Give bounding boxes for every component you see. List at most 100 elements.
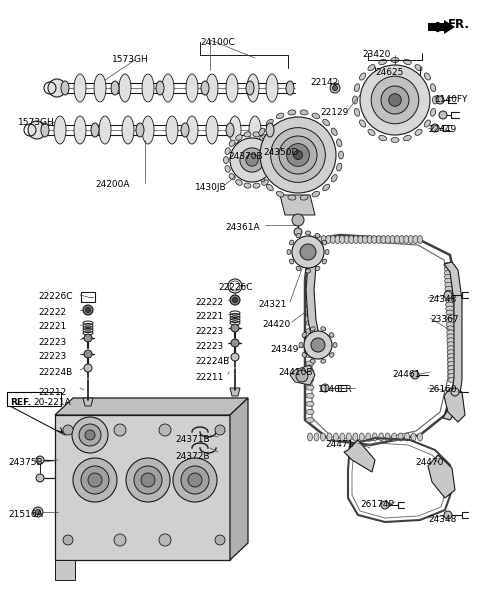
Ellipse shape [306,401,314,406]
Circle shape [444,511,452,519]
Ellipse shape [94,74,106,102]
Ellipse shape [447,334,455,339]
Circle shape [141,473,155,487]
Circle shape [381,86,409,114]
Ellipse shape [306,320,314,325]
Text: 22212: 22212 [38,388,66,397]
Circle shape [83,305,93,315]
Circle shape [85,430,95,440]
Ellipse shape [330,353,334,358]
Ellipse shape [362,235,368,243]
Text: 22222: 22222 [195,298,223,307]
Ellipse shape [276,192,284,197]
Circle shape [381,501,389,509]
Circle shape [330,83,340,93]
Text: 24371B: 24371B [175,435,210,444]
Ellipse shape [302,353,306,358]
Ellipse shape [226,123,234,137]
Text: 22223: 22223 [195,327,223,336]
Ellipse shape [447,338,455,343]
Polygon shape [290,365,315,385]
Ellipse shape [390,235,395,243]
Ellipse shape [288,110,296,115]
Circle shape [311,338,325,352]
Ellipse shape [424,73,431,80]
Polygon shape [344,440,375,472]
Ellipse shape [254,163,259,171]
Ellipse shape [447,350,455,354]
Ellipse shape [306,361,314,366]
Ellipse shape [398,433,403,441]
Ellipse shape [447,346,455,351]
Polygon shape [230,388,240,396]
Ellipse shape [269,174,275,180]
Ellipse shape [411,433,416,441]
Ellipse shape [308,433,312,441]
Ellipse shape [306,328,314,333]
Ellipse shape [225,165,230,172]
Text: 22224B: 22224B [38,368,72,377]
Circle shape [444,291,452,299]
Text: 24372B: 24372B [175,452,209,461]
Text: 24470: 24470 [415,458,444,467]
Ellipse shape [308,235,312,243]
Ellipse shape [236,135,242,140]
Ellipse shape [306,288,314,293]
Ellipse shape [162,74,174,102]
Ellipse shape [186,116,198,144]
Ellipse shape [74,116,86,144]
Ellipse shape [445,286,453,291]
Polygon shape [280,195,315,215]
Ellipse shape [395,235,399,243]
Ellipse shape [336,139,342,147]
Ellipse shape [119,74,131,102]
Ellipse shape [446,326,455,331]
Circle shape [231,324,239,332]
Circle shape [36,474,44,482]
Circle shape [451,388,459,396]
Ellipse shape [444,274,453,280]
Text: 22224B: 22224B [195,357,229,366]
Ellipse shape [300,110,308,115]
Ellipse shape [354,84,360,92]
Ellipse shape [54,116,66,144]
Circle shape [411,371,419,379]
Ellipse shape [224,156,228,164]
Polygon shape [428,23,445,31]
Polygon shape [444,388,465,422]
Ellipse shape [360,73,366,80]
Text: 26160: 26160 [428,385,456,394]
Text: 24348: 24348 [428,295,456,304]
Ellipse shape [288,195,296,200]
Ellipse shape [136,123,144,137]
Circle shape [231,353,239,361]
Polygon shape [428,455,455,498]
Ellipse shape [286,81,294,95]
Polygon shape [230,398,248,560]
Ellipse shape [321,326,326,331]
Text: 24370B: 24370B [228,152,263,161]
Ellipse shape [333,342,337,348]
Ellipse shape [372,235,377,243]
Circle shape [279,136,317,174]
Ellipse shape [306,304,314,309]
Circle shape [72,417,108,453]
Ellipse shape [321,359,326,363]
Ellipse shape [448,370,456,375]
Ellipse shape [431,84,436,92]
Ellipse shape [448,362,456,367]
Ellipse shape [266,119,273,126]
Circle shape [300,244,316,260]
Ellipse shape [296,233,301,238]
Circle shape [36,510,40,514]
Circle shape [304,331,332,359]
Ellipse shape [448,365,456,371]
Ellipse shape [408,235,413,243]
Text: 22211: 22211 [195,373,223,382]
Ellipse shape [249,116,261,144]
Ellipse shape [274,165,279,172]
Ellipse shape [306,296,314,301]
Ellipse shape [448,378,456,382]
Circle shape [230,138,274,182]
Ellipse shape [181,123,189,137]
